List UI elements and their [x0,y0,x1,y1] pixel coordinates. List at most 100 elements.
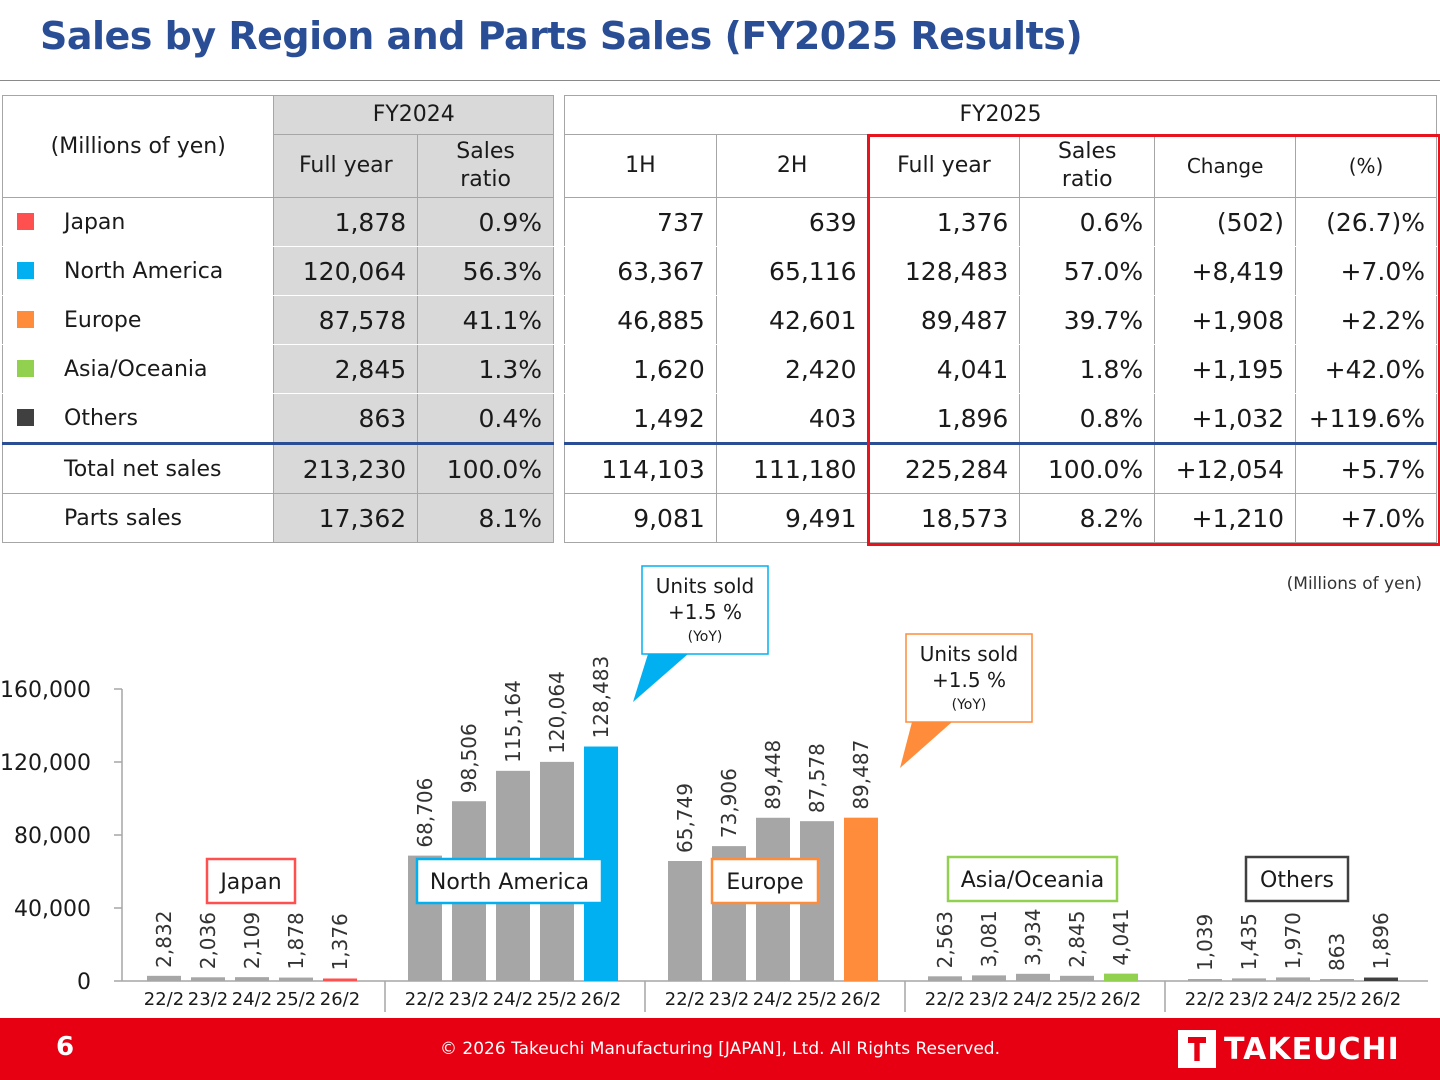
table-cell: 4,041 [867,344,1021,394]
x-category-label: 23/2 [1229,989,1269,1010]
bar-value-label: 2,563 [933,911,957,968]
x-category-label: 24/2 [1273,989,1313,1010]
x-category-label: 22/2 [405,989,445,1010]
bar-value-label: 2,109 [240,912,264,969]
chart-bar [1188,979,1222,981]
bar-value-label: 1,376 [328,913,352,970]
x-category-label: 23/2 [188,989,228,1010]
fy2025-col-header: 1H [564,134,717,198]
table-cell: 1.3% [417,344,554,394]
table-cell: +42.0% [1295,344,1437,394]
region-color-swatch [17,261,34,279]
table-cell: 2,845 [273,344,419,394]
bar-value-label: 3,081 [977,910,1001,967]
table-row: 737 639 1,376 0.6% (502) (26.7)% [564,197,1437,247]
table-cell: 863 [273,393,419,444]
x-category-label: 26/2 [841,989,881,1010]
table-cell: +1,032 [1154,393,1297,444]
x-category-label: 24/2 [753,989,793,1010]
y-tick-label: 160,000 [0,678,91,703]
unit-label: (Millions of yen) [1,95,275,198]
chart-bar [1320,979,1354,981]
fy2025-col-header: Sales ratio [1019,134,1156,198]
fy2024-ratio-header: Sales ratio [417,134,554,198]
bar-value-label: 2,845 [1065,911,1089,968]
callout-box [641,565,769,655]
x-category-label: 23/2 [969,989,1009,1010]
bar-value-label: 4,041 [1109,908,1133,965]
table-cell: 8.2% [1019,493,1156,543]
region-color-swatch [17,408,34,426]
table-cell: 1.8% [1019,344,1156,394]
fy2025-col-header: Full year [867,134,1021,198]
page-title: Sales by Region and Parts Sales (FY2025 … [40,14,1083,58]
fy2025-table: FY2025 1H 2H Full year Sales ratio Change (%)… [564,95,1437,543]
bar-value-label: 2,036 [196,912,220,969]
bar-value-label: 128,483 [589,656,613,739]
row-label: Europe [64,307,142,333]
table-row: 114,103 111,180 225,284 100.0% +12,054 +5.7% [564,442,1437,494]
bar-value-label: 3,934 [1021,909,1045,966]
table-row: Asia/Oceania 2,845 1.3% [1,344,554,394]
bar-value-label: 73,906 [717,768,741,838]
bar-value-label: 2,832 [152,911,176,968]
x-category-label: 24/2 [493,989,533,1010]
table-cell: 120,064 [273,246,419,296]
fy2025-col-header: (%) [1295,134,1437,198]
table-cell: +1,908 [1154,295,1297,345]
bar-value-label: 1,039 [1193,914,1217,971]
logo-mark-icon [1178,1030,1216,1068]
table-row: Europe 87,578 41.1% [1,295,554,345]
table-cell: 39.7% [1019,295,1156,345]
row-label: Asia/Oceania [64,356,208,382]
table-row: Total net sales 213,230 100.0% [1,442,554,494]
fy2025-col-header: Change [1154,134,1297,198]
x-category-label: 25/2 [537,989,577,1010]
x-category-label: 25/2 [1057,989,1097,1010]
x-category-label: 24/2 [232,989,272,1010]
table-cell: (26.7)% [1295,197,1437,247]
table-cell: 63,367 [564,246,717,296]
table-cell: 1,376 [867,197,1021,247]
table-cell: 18,573 [867,493,1021,543]
callout-text: Units sold [920,642,1018,666]
bar-value-label: 1,896 [1369,912,1393,969]
logo-text: TAKEUCHI [1224,1031,1400,1067]
table-cell: +1,210 [1154,493,1297,543]
bar-value-label: 98,506 [457,723,481,793]
chart-bar [844,817,878,981]
chart-bar [1016,973,1050,981]
bar-value-label: 863 [1325,933,1349,971]
region-color-swatch [17,310,34,328]
region-label-box [946,855,1119,903]
footer: 6 © 2026 Takeuchi Manufacturing [JAPAN],… [0,1018,1440,1080]
x-category-label: 26/2 [1101,989,1141,1010]
table-cell: 639 [715,197,869,247]
table-cell: +12,054 [1154,442,1297,494]
row-label: North America [64,258,224,284]
x-category-label: 22/2 [665,989,705,1010]
x-category-label: 22/2 [144,989,184,1010]
fy2024-header: FY2024 [273,95,554,135]
table-cell: 403 [715,393,869,444]
bar-value-label: 1,970 [1281,912,1305,969]
table-cell: 0.6% [1019,197,1156,247]
chart-bar [279,977,313,981]
table-cell: +119.6% [1295,393,1437,444]
bar-value-label: 115,164 [501,680,525,763]
bar-value-label: 89,487 [849,740,873,810]
table-cell: 0.9% [417,197,554,247]
table-cell: +7.0% [1295,493,1437,543]
table-cell: +1,195 [1154,344,1297,394]
chart-bar [972,975,1006,981]
table-cell: 17,362 [273,493,419,543]
table-cell: 1,878 [273,197,419,247]
region-label: Europe [726,870,803,895]
table-cell: 111,180 [715,442,869,494]
region-label-box [205,857,297,905]
table-cell: 46,885 [564,295,717,345]
table-cell: 0.4% [417,393,554,444]
table-cell: +8,419 [1154,246,1297,296]
chart-bar [147,975,181,981]
chart-bar [1060,975,1094,981]
